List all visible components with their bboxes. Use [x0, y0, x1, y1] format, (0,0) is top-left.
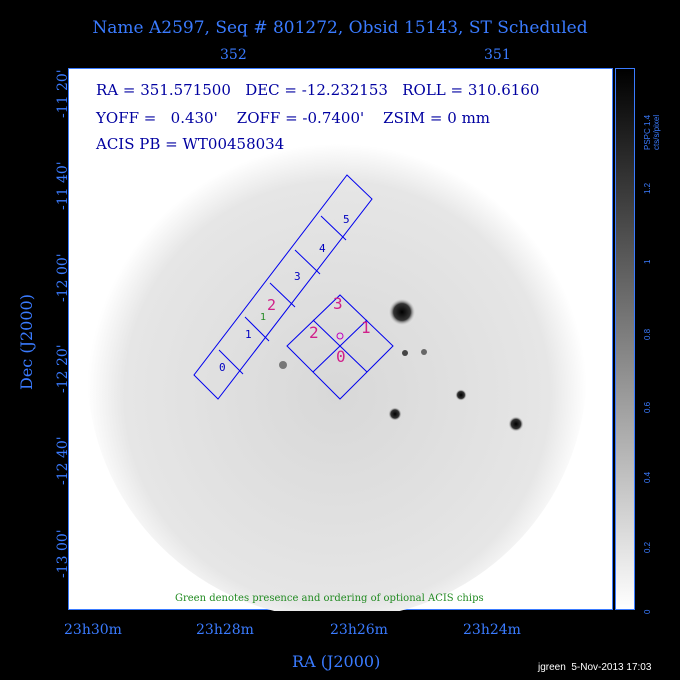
acis-i-chip-3: 3: [333, 294, 343, 313]
x-ray-source: [508, 416, 524, 432]
ra-axis-label: RA (J2000): [292, 652, 381, 671]
colorbar-tick: 0.8: [643, 328, 652, 340]
colorbar-tick: 1.2: [643, 182, 652, 194]
x-ray-source: [388, 407, 402, 421]
acis-s-chip-0: 0: [219, 361, 226, 374]
dec-tick: -12 40': [55, 436, 71, 485]
colorbar-tick: 0.4: [643, 471, 652, 483]
bright-source: [388, 298, 416, 326]
ra-tick: 23h24m: [463, 622, 521, 638]
ra-tick: 23h26m: [330, 622, 388, 638]
pointing-line-3: ACIS PB = WT00458034: [96, 135, 285, 153]
pointing-line-1: RA = 351.571500 DEC = -12.232153 ROLL = …: [96, 81, 540, 99]
x-ray-source: [455, 389, 467, 401]
colorbar: [615, 68, 635, 610]
x-ray-source: [402, 350, 408, 356]
optional-chips-note: Green denotes presence and ordering of o…: [175, 593, 484, 604]
ra-tick: 23h28m: [196, 622, 254, 638]
acis-i-chip-1: 1: [361, 318, 371, 337]
acis-i-chip-2: 2: [309, 323, 319, 342]
acis-s-chip-1: 1: [245, 328, 252, 341]
acis-s-chip-3: 3: [294, 270, 301, 283]
colorbar-tick: 0.6: [643, 401, 652, 413]
dec-tick: -11 20': [55, 69, 71, 118]
acis-s-array: [193, 174, 373, 400]
dec-tick: -12 20': [55, 344, 71, 393]
x-ray-source: [279, 361, 287, 369]
footer-stamp: jgreen 5-Nov-2013 17:03: [538, 662, 652, 673]
acis-s-chip-5: 5: [343, 213, 350, 226]
plot-title: Name A2597, Seq # 801272, Obsid 15143, S…: [92, 18, 588, 38]
optional-chip-marker: 1: [260, 312, 267, 323]
dec-tick: -11 40': [55, 161, 71, 210]
dec-tick: -12 00': [55, 253, 71, 302]
pspc-field: [87, 119, 587, 611]
acis-s-chip-4: 4: [319, 242, 326, 255]
top-tick-352: 352: [220, 47, 247, 63]
ra-tick: 23h30m: [64, 622, 122, 638]
colorbar-tick: 0.2: [643, 541, 652, 553]
colorbar-tick: 1.4: [643, 114, 652, 126]
pointing-line-2: YOFF = 0.430' ZOFF = -0.7400' ZSIM = 0 m…: [96, 109, 491, 127]
dec-tick: -13 00': [55, 529, 71, 578]
x-ray-source: [421, 349, 427, 355]
acis-i-array: [286, 294, 394, 400]
dec-axis-label: Dec (J2000): [17, 294, 36, 390]
acis-i-chip-0: 0: [336, 347, 346, 366]
sky-image-panel: RA = 351.571500 DEC = -12.232153 ROLL = …: [68, 68, 613, 611]
colorbar-tick: 1: [643, 259, 652, 264]
sky-image: [87, 119, 587, 611]
top-tick-351: 351: [484, 47, 511, 63]
acis-s-chip-2: 2: [267, 296, 277, 314]
colorbar-tick: 0: [643, 609, 652, 614]
